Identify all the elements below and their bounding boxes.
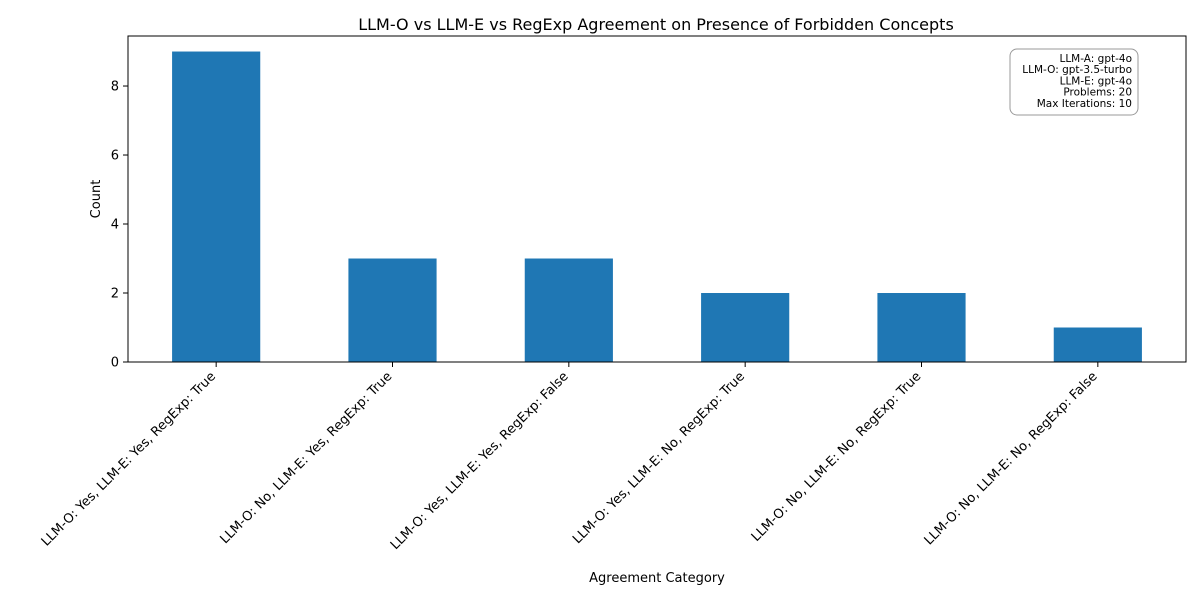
bar-6 [1053,327,1142,362]
bar-5 [877,293,966,362]
annotation-line-llm-o: LLM-O: gpt-3.5-turbo [1022,64,1132,76]
y-tick-label-8: 8 [111,80,119,95]
info-annotation-box: LLM-A: gpt-4o LLM-O: gpt-3.5-turbo LLM-E… [1009,48,1139,116]
bar-2 [348,258,437,362]
y-axis-ticks: 0 2 4 6 8 [111,80,128,371]
bars-group [172,51,1142,363]
annotation-line-llm-a: LLM-A: gpt-4o [1059,53,1132,65]
y-tick-label-4: 4 [111,218,119,233]
y-tick-label-6: 6 [111,149,119,164]
y-tick-label-2: 2 [111,287,119,302]
x-axis-label: Agreement Category [589,571,725,586]
bar-4 [701,293,790,362]
y-axis-label: Count [89,180,104,219]
bar-3 [524,258,613,362]
annotation-line-max-iterations: Max Iterations: 10 [1037,98,1132,110]
chart-title: LLM-O vs LLM-E vs RegExp Agreement on Pr… [358,15,954,34]
annotation-box-frame [1009,48,1139,116]
annotation-line-llm-e: LLM-E: gpt-4o [1060,75,1132,87]
y-tick-label-0: 0 [111,356,119,371]
plot-area-frame [127,35,1187,363]
bar-1 [172,51,261,363]
annotation-line-problems: Problems: 20 [1063,87,1132,99]
